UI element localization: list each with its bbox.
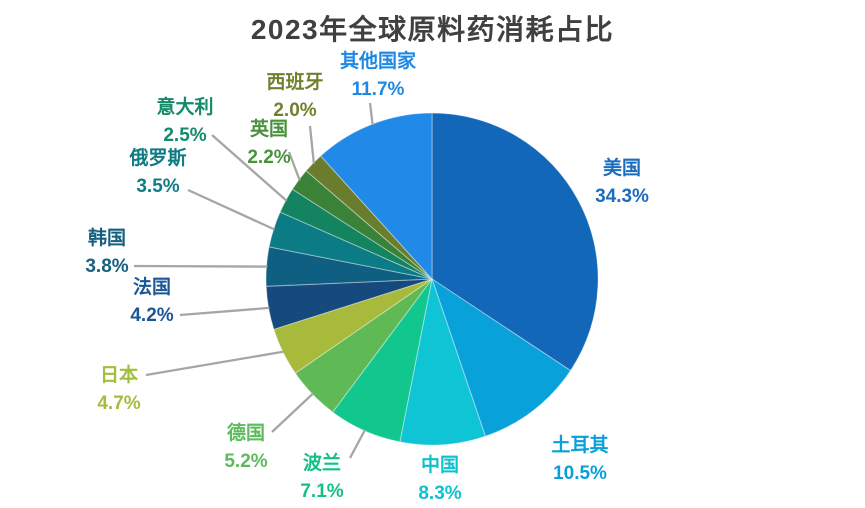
pie-label-name: 中国 — [420, 455, 459, 476]
pie-label-percent: 11.7% — [351, 79, 405, 100]
pie-label-name: 日本 — [99, 365, 138, 386]
pie-label-france: 法国 4.2% — [77, 274, 227, 330]
pie-label-others: 其他国家 11.7% — [303, 48, 453, 104]
leader-line-russia — [187, 188, 276, 231]
pie-label-percent: 2.0% — [273, 100, 317, 121]
pie-label-percent: 2.2% — [247, 147, 291, 168]
pie-label-percent: 4.2% — [130, 305, 174, 326]
leader-line-japan — [145, 350, 284, 377]
pie-label-name: 法国 — [132, 277, 171, 298]
pie-label-name: 波兰 — [302, 453, 341, 474]
chart-title: 2023年全球原料药消耗占比 — [250, 14, 615, 45]
pie-label-usa: 美国 34.3% — [547, 155, 697, 211]
pie-slice-turkey — [431, 277, 572, 437]
pie-label-percent: 7.1% — [300, 481, 344, 502]
pie-label-name: 俄罗斯 — [129, 148, 187, 169]
pie-label-percent: 3.5% — [136, 176, 180, 197]
pie-label-japan: 日本 4.7% — [44, 362, 194, 418]
pie-label-percent: 4.7% — [97, 393, 141, 414]
pie-slice-usa — [431, 112, 599, 372]
pie-label-name: 西班牙 — [266, 72, 324, 93]
pie-label-name: 德国 — [226, 423, 265, 444]
leader-line-uk — [287, 151, 301, 181]
leader-line-france — [179, 306, 270, 317]
pie-label-percent: 8.3% — [418, 483, 462, 504]
pie-slice-china — [399, 277, 486, 446]
leader-line-others — [368, 102, 374, 126]
leader-line-germany — [271, 392, 314, 433]
leader-line-south-korea — [133, 264, 268, 268]
pie-label-name: 意大利 — [156, 97, 214, 118]
pie-label-italy: 意大利 2.5% — [110, 94, 260, 150]
leader-line-spain — [308, 125, 316, 164]
pie-label-spain: 西班牙 2.0% — [220, 69, 370, 125]
pie-label-poland: 波兰 7.1% — [247, 450, 397, 506]
leader-line-italy — [211, 134, 288, 202]
pie-label-russia: 俄罗斯 3.5% — [83, 145, 233, 201]
pie-label-name: 土耳其 — [551, 435, 609, 456]
pie-label-name: 美国 — [602, 158, 641, 179]
leader-line-poland — [348, 429, 367, 459]
pie-label-germany: 德国 5.2% — [171, 420, 321, 476]
pie-label-percent: 5.2% — [224, 451, 268, 472]
pie-label-percent: 3.8% — [85, 256, 129, 277]
pie-label-name: 英国 — [249, 119, 288, 140]
pie-label-south-korea: 韩国 3.8% — [32, 225, 182, 281]
pie-label-uk: 英国 2.2% — [194, 116, 344, 172]
pie-label-percent: 10.5% — [553, 463, 607, 484]
pie-label-name: 韩国 — [87, 228, 126, 249]
pie-label-percent: 2.5% — [163, 125, 207, 146]
pie-label-turkey: 土耳其 10.5% — [505, 432, 655, 488]
pie-label-percent: 34.3% — [595, 186, 649, 207]
pie-label-china: 中国 8.3% — [365, 452, 515, 508]
pie-label-name: 其他国家 — [339, 51, 416, 72]
